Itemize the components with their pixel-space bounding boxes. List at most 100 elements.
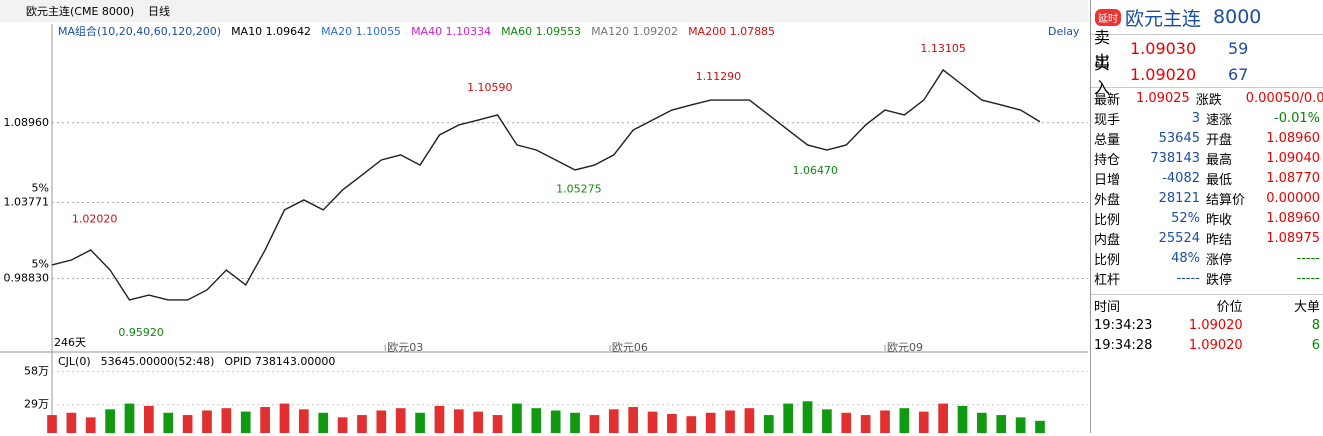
volume-bar [85,417,96,436]
stat-value: 28121 [1158,190,1200,206]
volume-bar [221,408,232,436]
stat-value: 1.08960 [1266,210,1320,226]
stat-label: 比例 [1094,252,1121,268]
volume-bar [938,403,948,436]
stat-label: 昨结 [1206,232,1233,248]
ask-vol: 59 [1228,38,1249,58]
stat-row: 日增 -4082 最低 1.08770 [1091,168,1323,188]
stat-label: 涨跌 [1195,92,1222,108]
period[interactable]: 日线 [148,4,170,18]
extreme-label: 1.10590 [467,81,513,94]
stat-label: 最低 [1206,172,1233,188]
volume-bar [957,405,968,436]
stat-value: 52% [1171,210,1200,226]
stat-value: -4082 [1162,170,1200,186]
stat-row: 杠杆 ----- 跌停 ----- [1091,268,1323,288]
stat-value: 0.00050/0.05% [1245,90,1323,106]
stat-row: 比例 52% 昨收 1.08960 [1091,208,1323,228]
bid-price: 1.09020 [1130,64,1197,84]
instrument[interactable]: 欧元主连(CME 8000) [26,5,134,18]
extreme-label: 1.06470 [793,164,839,177]
stat-value: 48% [1171,250,1200,266]
volume-bar [202,410,212,436]
stat-value: 53645 [1158,130,1200,146]
volume-bar [1015,417,1026,436]
extreme-label: 0.95920 [118,326,164,339]
trades: 19:34:23 1.09020 8 19:34:28 1.09020 6 [1091,315,1323,355]
code: 8000 [1213,6,1262,28]
stat-row: 内盘 25524 昨结 1.08975 [1091,228,1323,248]
volume-tick-label: 58万 [24,364,49,377]
trade-header: 时间 价位 大单 [1091,295,1323,315]
volume-bar [357,415,367,436]
stat-label: 昨收 [1206,212,1233,228]
stat-label: 杠杆 [1094,272,1121,288]
trade-row: 19:34:28 1.09020 6 [1091,335,1323,355]
ma-legend: MA40 1.10334 [411,25,491,38]
stat-label: 涨停 [1206,252,1233,268]
stat-row: 现手 3 速涨 -0.01% [1091,108,1323,128]
stat-value: 1.08770 [1266,170,1320,186]
stat-label: 最新 [1094,92,1121,108]
th: 大单 [1293,299,1320,315]
volume-bar [744,408,755,436]
volume-header: 53645.00000(52:48) [101,355,215,368]
x-tick-label: 欧元03 [387,341,423,354]
stat-value: ----- [1176,270,1200,286]
stat-row: 比例 48% 涨停 ----- [1091,248,1323,268]
extreme-label: 1.11290 [696,70,742,83]
volume-bar [841,412,852,436]
th: 价位 [1216,299,1243,315]
volume-bar [996,415,1007,436]
volume-bar [512,403,522,436]
trade-price: 1.09020 [1188,337,1243,353]
stat-value: 0.00000 [1266,190,1320,206]
volume-bar [899,408,910,436]
price-line [51,68,1041,301]
volume-bar [570,412,580,436]
stat-label: 跌停 [1206,272,1233,288]
volume-bar [144,405,154,436]
name: 欧元主连 [1125,7,1202,30]
stat-label: 现手 [1094,112,1121,128]
trade-price: 1.09020 [1188,317,1243,333]
extreme-label: 1.05275 [556,182,602,195]
volume-bar [550,410,561,436]
stat-value: -0.01% [1274,110,1320,126]
volume-bar [802,401,813,436]
volume-bar [628,407,639,436]
volume-bar [667,413,677,436]
stat-label: 持仓 [1094,152,1121,168]
extreme-label: 1.02020 [72,212,118,225]
pct-label: 5% [32,257,49,270]
volume-bar [105,409,115,436]
stat-value: 738143 [1150,150,1200,166]
stat-value: ----- [1296,250,1320,266]
y-tick-label: 1.08960 [4,116,50,129]
stat-label: 最高 [1206,152,1233,168]
y-tick-label: 1.03771 [4,196,50,209]
volume-bar [182,415,193,436]
volume-bar [977,412,987,436]
chart: 欧元主连(CME 8000) 日线 Delay 246天 MA组合(10,20,… [0,0,1088,436]
stat-value: 1.08960 [1266,130,1320,146]
volume-tick-label: 29万 [24,398,49,411]
volume-bar [822,409,832,436]
stat-label: 日增 [1094,172,1121,188]
stat-label: 结算价 [1206,192,1246,208]
volume-bar [279,403,290,436]
volume-bar [1035,420,1045,436]
volume-bar [47,415,57,436]
quote-panel: 延时 欧元主连 8000 卖出 1.09030 59 买入 1.09020 67 最新 1… [1090,0,1323,433]
trade-row: 19:34:23 1.09020 8 [1091,315,1323,335]
ask-price: 1.09030 [1130,38,1197,58]
stat-label: 内盘 [1094,232,1121,248]
toolbar [0,0,1088,22]
stat-row: 总量 53645 开盘 1.08960 [1091,128,1323,148]
volume-bar [589,415,600,436]
ma-legend: MA60 1.09553 [501,25,581,38]
th: 时间 [1094,299,1121,315]
bid-vol: 67 [1228,64,1249,84]
volume-bar [880,410,890,436]
